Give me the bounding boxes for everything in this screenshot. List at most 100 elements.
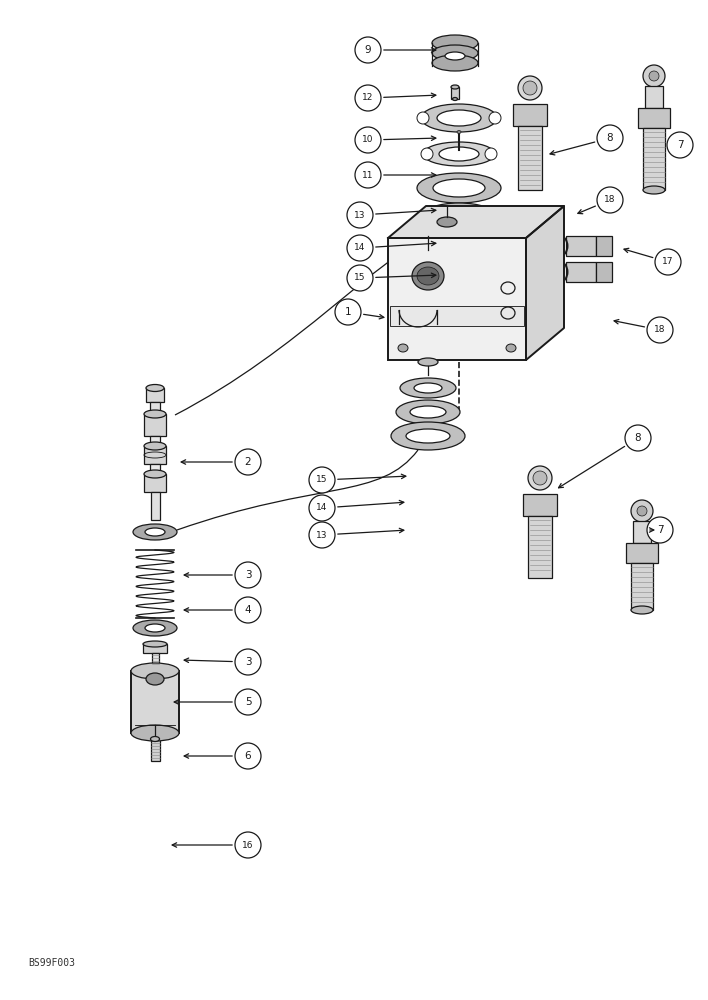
Text: 4: 4 <box>245 605 251 615</box>
Ellipse shape <box>414 383 442 393</box>
Text: 7: 7 <box>677 140 683 150</box>
FancyBboxPatch shape <box>146 388 164 402</box>
Text: 3: 3 <box>245 657 251 667</box>
Text: 7: 7 <box>657 525 663 535</box>
Text: 18: 18 <box>604 196 616 205</box>
Circle shape <box>533 471 547 485</box>
FancyBboxPatch shape <box>150 402 160 414</box>
FancyBboxPatch shape <box>144 414 166 436</box>
Ellipse shape <box>133 524 177 540</box>
Text: 9: 9 <box>365 45 371 55</box>
Ellipse shape <box>400 378 456 398</box>
FancyBboxPatch shape <box>638 108 670 128</box>
Text: 8: 8 <box>634 433 641 443</box>
Circle shape <box>647 317 673 343</box>
FancyBboxPatch shape <box>596 236 612 256</box>
FancyBboxPatch shape <box>633 521 651 543</box>
Circle shape <box>597 125 623 151</box>
Ellipse shape <box>437 110 481 126</box>
Text: 3: 3 <box>245 570 251 580</box>
Text: 13: 13 <box>354 211 366 220</box>
Circle shape <box>309 495 335 521</box>
Ellipse shape <box>144 410 166 418</box>
Text: 16: 16 <box>242 840 253 850</box>
Text: 1: 1 <box>345 307 351 317</box>
Circle shape <box>235 689 261 715</box>
Ellipse shape <box>451 85 459 89</box>
Text: 5: 5 <box>245 697 251 707</box>
Ellipse shape <box>145 528 165 536</box>
Ellipse shape <box>437 209 481 223</box>
Circle shape <box>518 76 542 100</box>
FancyBboxPatch shape <box>451 87 459 99</box>
Circle shape <box>631 500 653 522</box>
FancyBboxPatch shape <box>645 86 663 108</box>
Ellipse shape <box>432 35 478 51</box>
Polygon shape <box>388 206 564 238</box>
Text: 18: 18 <box>654 326 666 334</box>
Circle shape <box>235 562 261 588</box>
Ellipse shape <box>643 186 665 194</box>
Text: 6: 6 <box>245 751 251 761</box>
Circle shape <box>417 112 429 124</box>
Circle shape <box>347 265 373 291</box>
Ellipse shape <box>433 179 485 197</box>
Ellipse shape <box>146 673 164 685</box>
Ellipse shape <box>131 725 179 741</box>
Circle shape <box>421 148 433 160</box>
Circle shape <box>355 85 381 111</box>
Circle shape <box>309 522 335 548</box>
FancyBboxPatch shape <box>144 474 166 492</box>
FancyBboxPatch shape <box>144 446 166 464</box>
Circle shape <box>355 127 381 153</box>
Ellipse shape <box>406 429 450 443</box>
FancyBboxPatch shape <box>151 739 159 761</box>
FancyBboxPatch shape <box>143 644 167 653</box>
Circle shape <box>643 65 665 87</box>
Circle shape <box>347 235 373 261</box>
Ellipse shape <box>422 203 496 229</box>
FancyBboxPatch shape <box>523 494 556 516</box>
Text: 10: 10 <box>362 135 374 144</box>
Circle shape <box>649 71 659 81</box>
Ellipse shape <box>426 231 492 253</box>
Ellipse shape <box>151 736 159 742</box>
FancyBboxPatch shape <box>152 653 159 667</box>
FancyBboxPatch shape <box>388 238 526 360</box>
Circle shape <box>355 162 381 188</box>
Text: 17: 17 <box>662 257 674 266</box>
Ellipse shape <box>146 384 164 391</box>
Polygon shape <box>526 206 564 360</box>
Circle shape <box>489 112 501 124</box>
Ellipse shape <box>396 400 460 424</box>
Circle shape <box>597 187 623 213</box>
Circle shape <box>235 832 261 858</box>
Ellipse shape <box>391 422 465 450</box>
Text: 15: 15 <box>316 476 328 485</box>
Circle shape <box>528 466 552 490</box>
FancyBboxPatch shape <box>566 262 596 282</box>
Circle shape <box>485 148 497 160</box>
FancyBboxPatch shape <box>150 464 160 474</box>
Ellipse shape <box>452 98 457 101</box>
Circle shape <box>523 81 537 95</box>
FancyBboxPatch shape <box>643 128 665 190</box>
FancyBboxPatch shape <box>151 492 159 520</box>
Text: 2: 2 <box>245 457 251 467</box>
Ellipse shape <box>441 236 477 248</box>
FancyBboxPatch shape <box>150 436 160 446</box>
FancyBboxPatch shape <box>566 236 596 256</box>
Ellipse shape <box>131 663 179 679</box>
FancyBboxPatch shape <box>596 262 612 282</box>
Circle shape <box>655 249 681 275</box>
Ellipse shape <box>144 442 166 450</box>
Text: 15: 15 <box>354 273 366 282</box>
Ellipse shape <box>445 52 465 60</box>
Circle shape <box>637 506 647 516</box>
FancyBboxPatch shape <box>513 104 547 126</box>
Circle shape <box>235 649 261 675</box>
FancyBboxPatch shape <box>131 671 179 733</box>
Text: 8: 8 <box>607 133 613 143</box>
FancyBboxPatch shape <box>626 543 658 563</box>
Circle shape <box>355 37 381 63</box>
